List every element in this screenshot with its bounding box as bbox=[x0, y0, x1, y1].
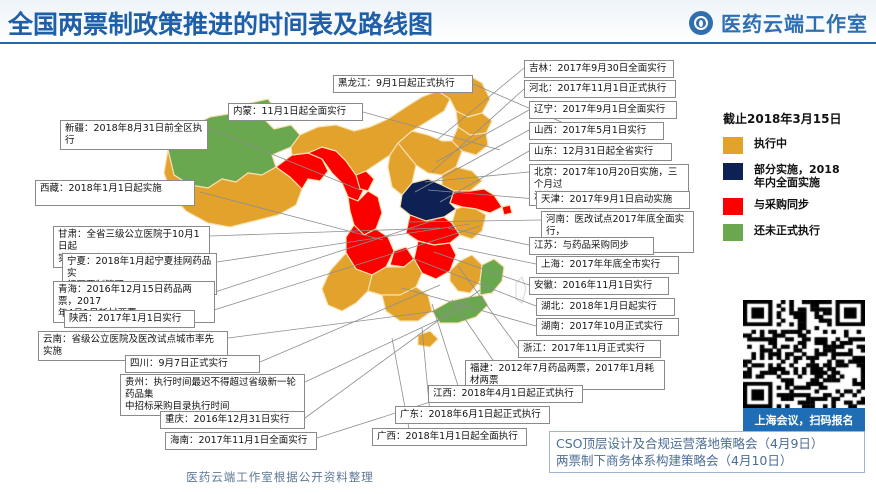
page-title: 全国两票制政策推进的时间表及路线图 bbox=[8, 10, 434, 39]
legend-row: 执行中 bbox=[723, 137, 873, 154]
callout-tianjin: 天津：2017年9月1日启动实施 bbox=[536, 191, 690, 209]
legend-swatch-icon bbox=[723, 224, 743, 241]
callout-guangxi: 广西：2018年1月1日起全面执行 bbox=[372, 428, 527, 446]
legend-label: 与采购同步 bbox=[754, 198, 809, 211]
legend-title: 截止2018年3月15日 bbox=[723, 112, 842, 126]
province-fujian bbox=[479, 258, 505, 296]
callout-xinjiang: 新疆：2018年8月31日前全区执行 bbox=[60, 120, 208, 150]
callout-jilin: 吉林：2017年9月30日全面实行 bbox=[524, 60, 674, 78]
footer-credit: 医药云端工作室根据公开资料整理 bbox=[186, 470, 374, 484]
brand-name: 医药云端工作室 bbox=[721, 12, 868, 36]
callout-hunan: 湖南：2017年10月正式实行 bbox=[536, 318, 679, 336]
qr-block[interactable]: 上海会议，扫码报名 bbox=[743, 300, 865, 433]
callout-hainan: 海南：2017年11月1日全面实行 bbox=[165, 432, 317, 450]
callout-shandong: 山东：12月31日起全省实行 bbox=[529, 143, 672, 161]
callout-heilongjiang: 黑龙江：9月1日起正式执行 bbox=[333, 75, 473, 93]
legend-swatch-icon bbox=[723, 198, 743, 215]
callout-guizhou: 贵州：执行时间最迟不得超过省级新一轮药品集 中招标采购目录执行时间 bbox=[120, 374, 305, 416]
legend-rows: 执行中部分实施，2018 年内全面实施与采购同步还未正式执行 bbox=[723, 137, 873, 241]
province-jiangxi bbox=[449, 254, 483, 294]
legend-row: 还未正式执行 bbox=[723, 224, 873, 241]
header-bar: 全国两票制政策推进的时间表及路线图 医药云端工作室 bbox=[0, 0, 876, 44]
callout-anhui: 安徽：2016年11月1日实行 bbox=[529, 277, 669, 295]
callout-shanghai: 上海：2017年年底全市实行 bbox=[536, 256, 679, 274]
callout-hubei: 湖北：2018年1月日起实行 bbox=[536, 298, 675, 316]
callout-liaoning: 辽宁：2017年9月1日全面实行 bbox=[529, 101, 677, 119]
province-taiwan bbox=[515, 276, 527, 304]
callout-jiangxi: 江西：2018年4月1日起正式执行 bbox=[428, 385, 583, 403]
qr-caption: 上海会议，扫码报名 bbox=[743, 408, 865, 433]
legend-label: 执行中 bbox=[754, 137, 787, 150]
legend-row: 部分实施，2018 年内全面实施 bbox=[723, 163, 873, 189]
qr-code-icon bbox=[743, 300, 865, 408]
province-hainan bbox=[417, 330, 439, 348]
promo-line-1: CSO顶层设计及合规运营落地策略会（4月9日） bbox=[556, 436, 824, 451]
callout-zhejiang: 浙江：2017年11月正式实行 bbox=[518, 340, 661, 358]
callout-hebei: 河北：2017年11月1日正式执行 bbox=[524, 80, 676, 98]
province-shanghai bbox=[501, 204, 513, 216]
province-guangdong bbox=[431, 294, 489, 324]
legend: 截止2018年3月15日 执行中部分实施，2018 年内全面实施与采购同步还未正… bbox=[723, 110, 873, 250]
callout-chongqing: 重庆：2016年12月31日实行 bbox=[160, 411, 305, 429]
brand-logo: 医药云端工作室 bbox=[689, 8, 868, 37]
callout-jiangsu: 江苏：与药品采购同步 bbox=[529, 237, 654, 255]
lotus-logo-icon bbox=[689, 10, 713, 35]
legend-row: 与采购同步 bbox=[723, 198, 873, 215]
callout-shanxi: 山西：2017年5月1日实行 bbox=[529, 122, 664, 140]
promo-box: CSO顶层设计及合规运营落地策略会（4月9日） 两票制下商务体系构建策略会（4月… bbox=[549, 431, 865, 473]
callout-shaanxi: 陕西：2017年1月1日实行 bbox=[64, 310, 195, 328]
callout-guangdong: 广东：2018年6月1日起正式执行 bbox=[395, 406, 550, 424]
legend-swatch-icon bbox=[723, 137, 743, 154]
callout-xizang: 西藏：2018年1月1日起实施 bbox=[35, 180, 195, 206]
callout-sichuan: 四川：9月7日正式实行 bbox=[125, 355, 260, 373]
legend-label: 部分实施，2018 年内全面实施 bbox=[754, 163, 840, 189]
legend-swatch-icon bbox=[723, 163, 743, 180]
province-hubei bbox=[405, 214, 461, 246]
legend-label: 还未正式执行 bbox=[754, 224, 820, 237]
promo-line-2: 两票制下商务体系构建策略会（4月10日） bbox=[556, 453, 793, 468]
callout-neimenggu: 内蒙：11月1日起全面实行 bbox=[228, 103, 363, 121]
